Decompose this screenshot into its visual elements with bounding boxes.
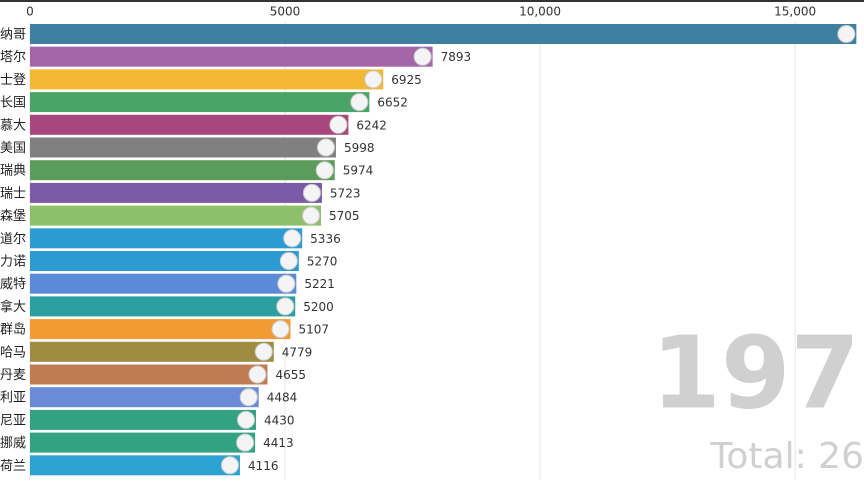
flag (315, 161, 334, 180)
flag (279, 252, 298, 270)
category-label: 纳哥 (0, 28, 26, 43)
bar (30, 296, 296, 317)
category-label: 荷兰 (0, 459, 26, 474)
bar (30, 409, 256, 430)
flag (364, 70, 383, 89)
x-tick-label: 15,000 (774, 5, 816, 19)
flag (302, 183, 321, 202)
bar (30, 273, 297, 294)
bar (30, 228, 303, 249)
flag (413, 47, 432, 66)
flag (283, 229, 302, 248)
category-label: 塔尔 (0, 50, 26, 65)
value-label: 5705 (329, 209, 360, 223)
flag (239, 388, 258, 407)
value-label: 5974 (343, 164, 374, 178)
bar (30, 341, 274, 362)
value-label: 6242 (356, 118, 387, 132)
bar (30, 137, 336, 158)
value-label: 7893 (441, 50, 472, 64)
category-label: 士登 (0, 73, 26, 88)
flag (271, 320, 290, 339)
value-label: 5270 (307, 255, 338, 269)
category-label: 利亚 (0, 391, 26, 406)
category-label: 群岛 (0, 322, 26, 338)
value-label: 4413 (263, 436, 294, 450)
flag (276, 297, 295, 316)
value-label: 5336 (310, 232, 341, 246)
bar (30, 46, 433, 67)
value-label: 6652 (377, 96, 408, 110)
flag (329, 115, 348, 134)
x-tick-label: 0 (26, 5, 34, 19)
bar (30, 319, 291, 340)
category-label: 哈马 (0, 345, 26, 360)
category-label: 瑞士 (0, 186, 26, 201)
bar (30, 92, 370, 113)
total: Total: 26 (710, 436, 864, 477)
flag (277, 274, 296, 293)
x-tick-label: 5000 (270, 5, 301, 19)
value-label: 5200 (303, 300, 334, 314)
category-label: 森堡 (0, 208, 26, 224)
flag (837, 25, 856, 43)
value-label: 4430 (264, 413, 295, 427)
x-tick-label: 10,000 (519, 5, 561, 19)
bar (30, 364, 268, 385)
flag (236, 433, 255, 452)
bar (30, 387, 259, 408)
flag (220, 456, 239, 475)
bar (30, 114, 349, 135)
category-label: 瑞典 (0, 164, 26, 179)
category-label: 慕大 (0, 118, 26, 133)
bar (30, 205, 322, 226)
value-label: 5723 (330, 186, 361, 200)
flag (254, 342, 273, 361)
category-label: 力诺 (0, 255, 26, 270)
value-label: 5107 (299, 323, 330, 337)
flag (350, 93, 369, 112)
value-label: 5221 (304, 277, 335, 291)
category-label: 丹麦 (0, 368, 26, 383)
value-label: 6925 (391, 73, 422, 87)
value-label: 4779 (282, 345, 313, 359)
value-label: 5998 (344, 141, 375, 155)
bar (30, 432, 256, 453)
value-label: 4116 (248, 459, 279, 473)
category-label: 拿大 (0, 299, 26, 315)
flag (236, 410, 255, 429)
bar (30, 160, 335, 181)
category-label: 美国 (0, 141, 26, 156)
category-label: 挪威 (0, 436, 26, 451)
bar (30, 251, 299, 271)
bar (30, 24, 857, 44)
category-label: 威特 (0, 277, 26, 292)
bar (30, 69, 384, 90)
flag (248, 365, 267, 384)
year: 197 (651, 314, 860, 431)
category-label: 尼亚 (0, 413, 26, 428)
category-label: 道尔 (0, 232, 26, 247)
value-label: 4655 (275, 368, 306, 382)
value-label: 4484 (267, 391, 298, 405)
category-label: 长国 (0, 96, 26, 111)
flag (316, 138, 335, 157)
bar (30, 182, 322, 203)
bar (30, 455, 240, 476)
flag (302, 206, 321, 225)
